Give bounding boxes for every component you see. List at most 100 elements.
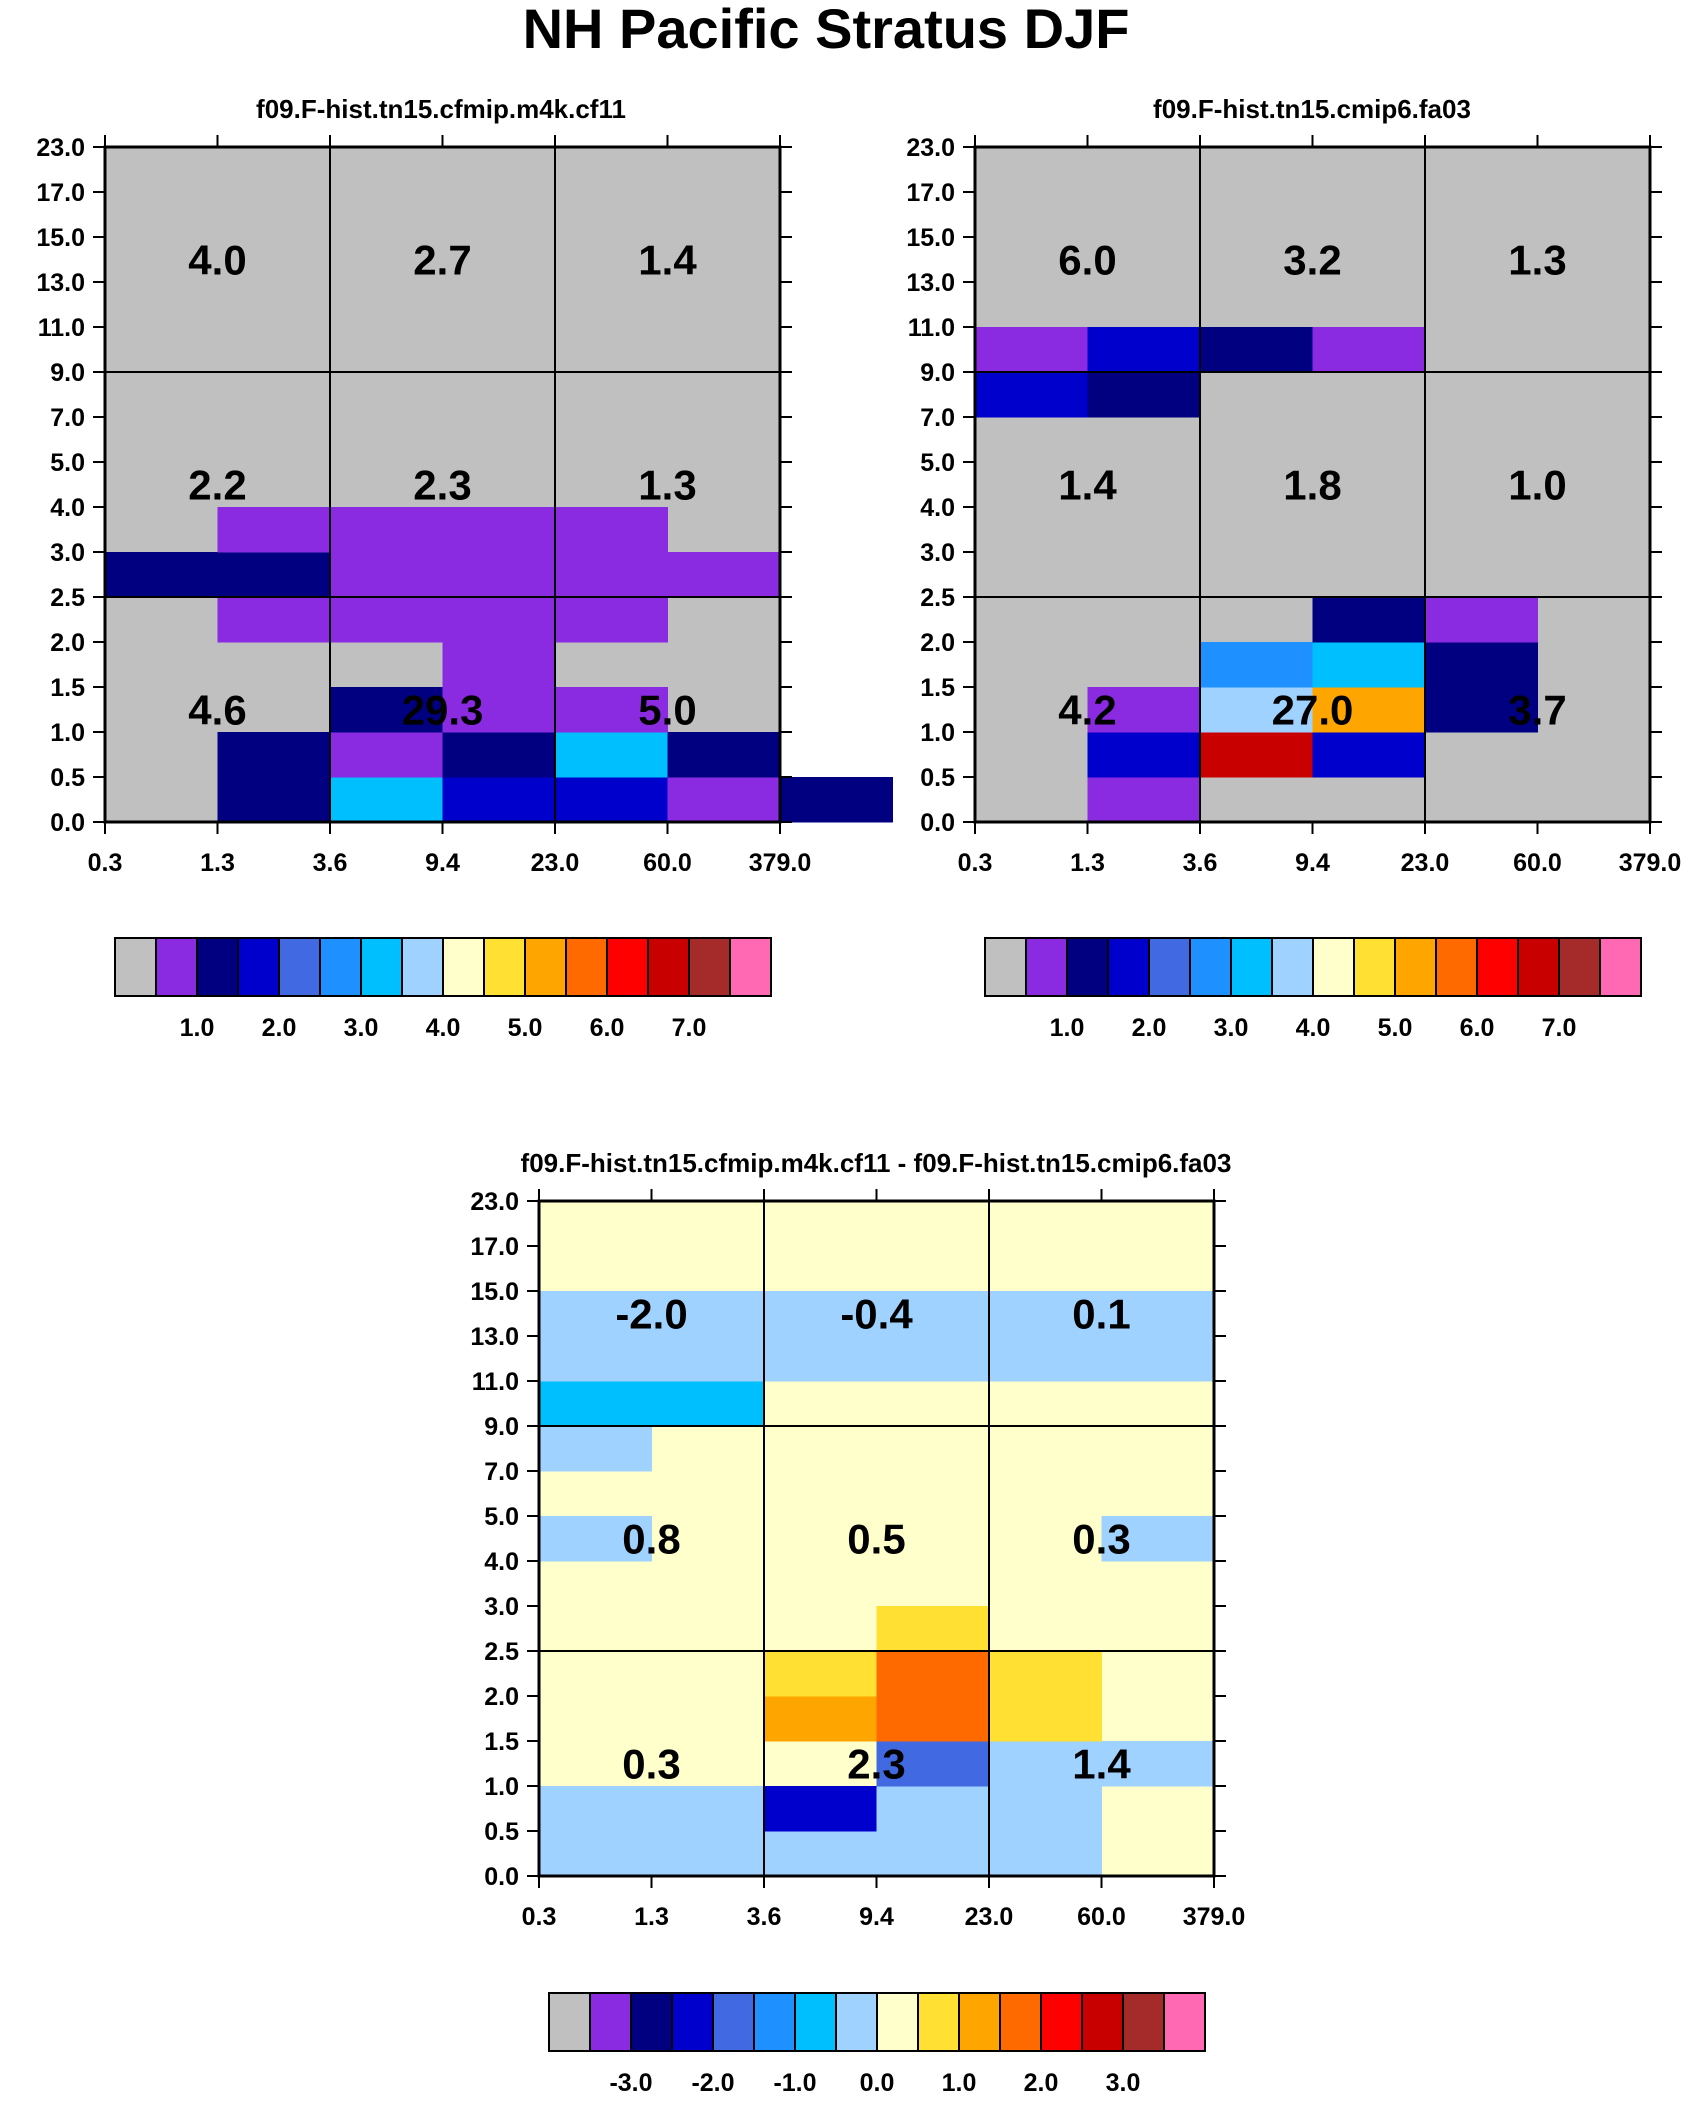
heatmap-cell [1087, 777, 1201, 823]
heatmap-cell [1312, 597, 1426, 643]
colorbar-box [688, 937, 731, 997]
colorbar-box [1040, 1992, 1083, 2052]
heatmap-cell [876, 1696, 990, 1742]
block-value-label: 1.3 [1508, 237, 1566, 284]
colorbar-box [401, 937, 444, 997]
heatmap-cell [989, 1651, 1102, 1697]
panel-title: f09.F-hist.tn15.cfmip.m4k.cf11 - f09.F-h… [521, 1148, 1232, 1178]
x-tick-label: 0.3 [88, 849, 123, 877]
y-tick-label: 2.5 [484, 1638, 519, 1666]
heatmap-cell [651, 1381, 765, 1427]
colorbar-label: 3.0 [344, 1014, 379, 1042]
heatmap-cell [975, 372, 1088, 418]
colorbar-label: -2.0 [691, 2069, 734, 2097]
block-value-label: 2.3 [847, 1741, 905, 1788]
colorbar-box [647, 937, 690, 997]
y-tick-label: 5.0 [50, 449, 85, 477]
block-value-label: 1.4 [1058, 462, 1117, 509]
x-tick-label: 379.0 [749, 849, 812, 877]
heatmap-cell [780, 777, 893, 823]
y-tick-label: 13.0 [36, 269, 85, 297]
x-tick-label: 23.0 [1401, 849, 1450, 877]
colorbar-box [360, 937, 403, 997]
y-tick-label: 1.5 [484, 1728, 519, 1756]
y-tick-label: 1.5 [50, 674, 85, 702]
colorbar-box [999, 1992, 1042, 2052]
y-tick-label: 0.0 [484, 1863, 519, 1891]
heatmap-cell [1312, 642, 1426, 688]
heatmap-cell [1312, 687, 1426, 733]
y-tick-label: 9.0 [920, 359, 955, 387]
panel-top-left: f09.F-hist.tn15.cfmip.m4k.cf11 0.3 1.3 3.6… [36, 94, 893, 877]
block-value-label: 1.4 [638, 237, 697, 284]
colorbar-label: 1.0 [180, 1014, 215, 1042]
x-tick-label: 9.4 [425, 849, 460, 877]
heatmap-cell [1087, 372, 1201, 418]
heatmap-cell [539, 1381, 652, 1427]
heatmap-cell [1087, 327, 1201, 373]
heatmap-cell [539, 1786, 652, 1832]
heatmap-cell [989, 1741, 1102, 1787]
x-tick-label: 3.6 [1183, 849, 1218, 877]
x-tick-label: 9.4 [859, 1903, 894, 1931]
block-value-label: 5.0 [638, 687, 696, 734]
colorbar-label: 3.0 [1106, 2069, 1141, 2097]
colorbar-label: 3.0 [1214, 1014, 1249, 1042]
heatmap-cell [330, 732, 443, 778]
heatmap-cell [989, 1291, 1102, 1337]
figure-title: NH Pacific Stratus DJF [523, 0, 1130, 60]
heatmap-cell [1087, 732, 1201, 778]
y-tick-label: 4.0 [50, 494, 85, 522]
heatmap-cell [989, 1696, 1102, 1742]
heatmap-cell [667, 777, 781, 823]
y-tick-label: 0.0 [50, 809, 85, 837]
heatmap-cell [555, 687, 668, 733]
x-tick-label: 1.3 [200, 849, 235, 877]
heatmap-cell [764, 1696, 877, 1742]
y-tick-label: 11.0 [38, 314, 85, 342]
panel-title: f09.F-hist.tn15.cfmip.m4k.cf11 [256, 94, 626, 124]
colorbar-box [984, 937, 1027, 997]
block-value-label: 0.1 [1072, 1291, 1130, 1338]
heatmap-cell [1200, 327, 1313, 373]
heatmap-cell [876, 1606, 990, 1652]
colorbar-box [1230, 937, 1273, 997]
colorbar-box [548, 1992, 591, 2052]
heatmap-cell [442, 732, 556, 778]
x-tick-label: 1.3 [1070, 849, 1105, 877]
block-value-label: 4.0 [188, 237, 246, 284]
heatmap-cell [989, 1336, 1102, 1382]
y-tick-label: 11.0 [472, 1368, 519, 1396]
heatmap-cell [330, 597, 443, 643]
y-tick-label: 7.0 [484, 1458, 519, 1486]
colorbar-box [589, 1992, 632, 2052]
block-value-label: 2.2 [188, 462, 246, 509]
block-value-label: 27.0 [1272, 687, 1354, 734]
heatmap-cell [667, 732, 781, 778]
heatmap-cell [1312, 327, 1426, 373]
colorbar-label: 1.0 [942, 2069, 977, 2097]
x-tick-label: 3.6 [313, 849, 348, 877]
heatmap-cell [539, 1516, 652, 1562]
colorbar-box [753, 1992, 796, 2052]
heatmap-cell [1087, 687, 1201, 733]
colorbar-box [1081, 1992, 1124, 2052]
colorbar-box [1189, 937, 1232, 997]
heatmap-cell [1200, 687, 1313, 733]
colorbar-label: -3.0 [609, 2069, 652, 2097]
y-tick-label: 4.0 [920, 494, 955, 522]
heatmap-cell [442, 687, 556, 733]
colorbar-box [442, 937, 485, 997]
heatmap-cell [1425, 687, 1538, 733]
block-value-label: 2.3 [413, 462, 471, 509]
y-tick-label: 2.0 [920, 629, 955, 657]
block-value-label: 4.6 [188, 687, 246, 734]
heatmap-cell [1101, 1336, 1215, 1382]
y-tick-label: 2.0 [50, 629, 85, 657]
colorbar-label: 5.0 [508, 1014, 543, 1042]
colorbar-box [1107, 937, 1150, 997]
heatmap-cell [876, 1831, 990, 1877]
colorbar-label: 0.0 [860, 2069, 895, 2097]
heatmap-cell [764, 1336, 877, 1382]
colorbar-label: 1.0 [1050, 1014, 1085, 1042]
